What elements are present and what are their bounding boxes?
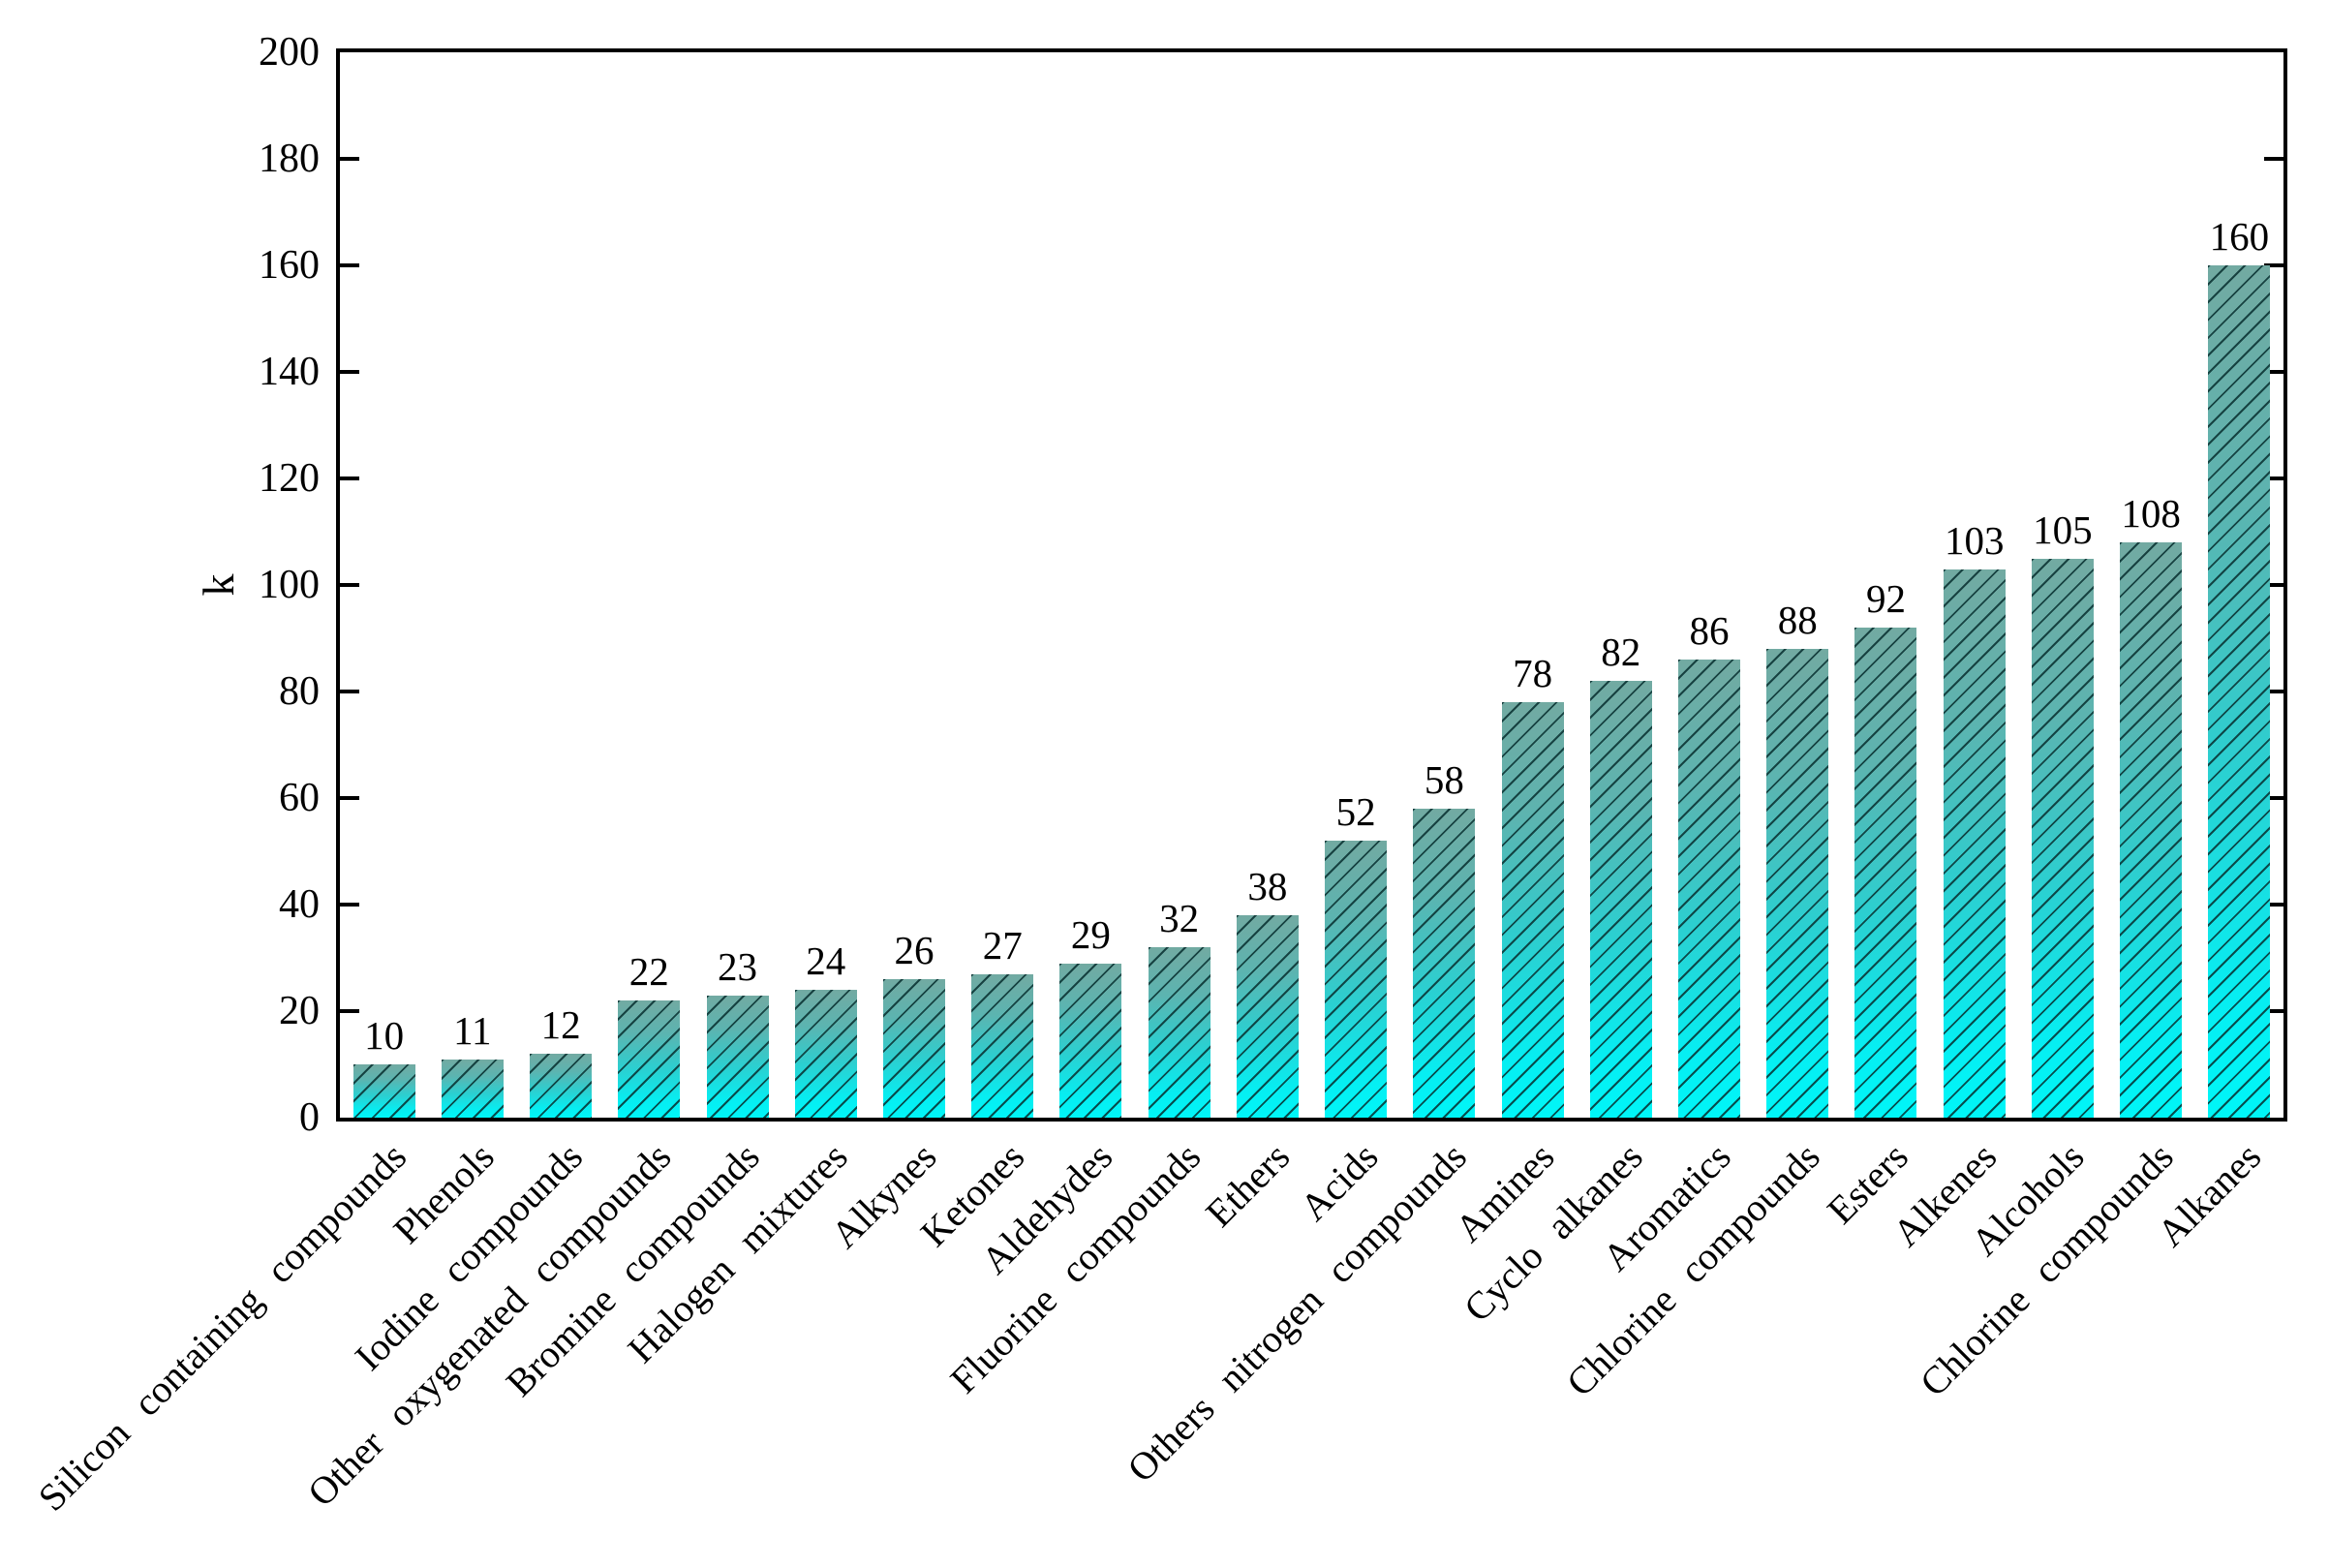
bar xyxy=(441,1059,504,1118)
bar-value-label: 58 xyxy=(1424,757,1464,802)
bar-value-label: 105 xyxy=(2033,507,2093,552)
bar xyxy=(1678,660,1741,1118)
y-tick-mark xyxy=(340,796,359,800)
y-tick-label: 0 xyxy=(299,1095,320,1140)
bar xyxy=(1236,915,1299,1118)
bar-value-label: 24 xyxy=(806,938,846,983)
y-tick-mark xyxy=(340,903,359,907)
bar-value-label: 92 xyxy=(1865,576,1906,621)
bar xyxy=(882,979,945,1118)
y-tick-label: 60 xyxy=(279,776,320,820)
y-tick-mark xyxy=(2264,1009,2283,1013)
bar xyxy=(1413,809,1476,1118)
y-tick-mark xyxy=(2264,263,2283,267)
y-tick-mark xyxy=(340,157,359,161)
y-tick-label: 80 xyxy=(279,669,320,714)
y-tick-label: 140 xyxy=(259,350,320,394)
bar-value-label: 11 xyxy=(453,1007,492,1053)
y-tick-mark xyxy=(2264,903,2283,907)
bar xyxy=(794,990,857,1118)
y-tick-mark xyxy=(340,370,359,374)
y-tick-mark xyxy=(2264,477,2283,480)
bar xyxy=(1766,649,1829,1118)
bar-value-label: 103 xyxy=(1944,517,2005,563)
bar xyxy=(352,1064,415,1118)
y-tick-label: 40 xyxy=(279,882,320,927)
bar xyxy=(2031,558,2094,1118)
bar xyxy=(1059,963,1122,1118)
bar-value-label: 23 xyxy=(718,943,758,989)
y-tick-label: 20 xyxy=(279,989,320,1033)
bar xyxy=(1148,947,1210,1118)
bar-value-label: 10 xyxy=(364,1013,405,1058)
bar-value-label: 27 xyxy=(982,922,1023,968)
bar xyxy=(1501,702,1564,1118)
y-tick-mark xyxy=(340,477,359,480)
y-tick-mark xyxy=(2264,370,2283,374)
y-tick-mark xyxy=(340,1009,359,1013)
bar xyxy=(1854,628,1917,1118)
bar-value-label: 29 xyxy=(1070,911,1111,957)
bar-value-label: 78 xyxy=(1513,651,1553,695)
bar-value-label: 82 xyxy=(1601,630,1641,674)
y-tick-mark xyxy=(2264,157,2283,161)
bar-value-label: 52 xyxy=(1335,789,1376,834)
bar xyxy=(1943,569,2006,1118)
y-tick-label: 180 xyxy=(259,137,320,181)
bar xyxy=(706,995,769,1118)
y-tick-mark xyxy=(2264,796,2283,800)
bar xyxy=(1589,681,1652,1118)
y-tick-mark xyxy=(340,263,359,267)
y-tick-label: 200 xyxy=(259,30,320,75)
bar-value-label: 108 xyxy=(2121,491,2181,536)
bar xyxy=(1325,841,1388,1118)
y-tick-label: 120 xyxy=(259,456,320,501)
y-tick-label: 100 xyxy=(259,563,320,607)
bar xyxy=(530,1054,593,1118)
y-tick-mark xyxy=(2264,690,2283,693)
bar-value-label: 88 xyxy=(1777,598,1818,642)
bar-value-label: 26 xyxy=(894,928,935,972)
bar-value-label: 38 xyxy=(1247,864,1288,908)
bar xyxy=(2120,542,2183,1118)
bar-value-label: 160 xyxy=(2209,214,2270,259)
bar xyxy=(971,973,1034,1118)
bar-value-label: 22 xyxy=(628,949,669,994)
x-category-label: Ethers xyxy=(1196,1134,1298,1236)
y-tick-mark xyxy=(2264,583,2283,587)
bar-value-label: 86 xyxy=(1689,608,1730,653)
y-tick-mark xyxy=(340,583,359,587)
y-tick-mark xyxy=(340,690,359,693)
bar xyxy=(2208,265,2271,1118)
bar-value-label: 32 xyxy=(1159,896,1200,940)
bar xyxy=(618,1000,681,1118)
bar-value-label: 12 xyxy=(540,1002,581,1047)
plot-area xyxy=(336,48,2287,1122)
y-tick-label: 160 xyxy=(259,243,320,288)
